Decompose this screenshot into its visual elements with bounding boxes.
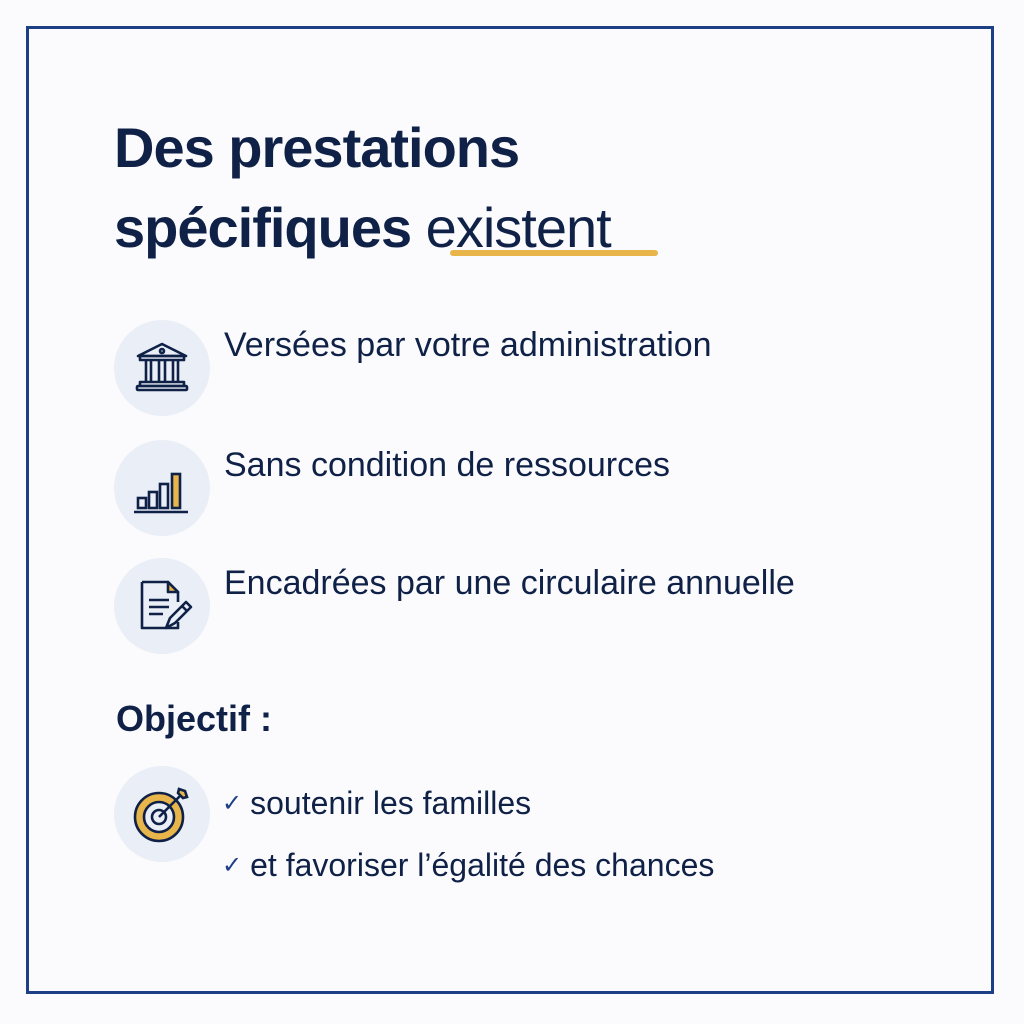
target-icon: [114, 766, 210, 862]
list-item-administration: Versées par votre administration: [114, 320, 712, 416]
item-label: Encadrées par une circulaire annuelle: [224, 564, 795, 602]
checkmark-icon: ✓: [222, 851, 243, 879]
objective-icon-wrap: [114, 766, 210, 862]
objective-point-text: et favoriser l’égalité des chances: [250, 846, 715, 883]
title-highlight: existent: [425, 196, 612, 259]
list-item-circulaire: Encadrées par une circulaire annuelle: [114, 558, 795, 654]
page-title: Des prestations spécifiques existent: [114, 108, 612, 268]
objective-point-text: soutenir les familles: [250, 784, 532, 821]
bank-icon: [114, 320, 210, 416]
objective-points: ✓ soutenir les familles ✓ et favoriser l…: [222, 772, 714, 896]
list-item-ressources: Sans condition de ressources: [114, 440, 670, 536]
objective-point: ✓ et favoriser l’égalité des chances: [222, 834, 714, 896]
title-line-1: Des prestations: [114, 116, 520, 179]
item-label: Sans condition de ressources: [224, 446, 671, 484]
checkmark-icon: ✓: [222, 789, 243, 817]
bar-chart-icon: [114, 440, 210, 536]
objective-point: ✓ soutenir les familles: [222, 772, 714, 834]
item-label: Versées par votre administration: [224, 326, 712, 364]
document-pen-icon: [114, 558, 210, 654]
objective-heading: Objectif :: [116, 698, 273, 739]
title-line-2: spécifiques: [114, 196, 426, 259]
highlight-underline: [450, 250, 658, 256]
